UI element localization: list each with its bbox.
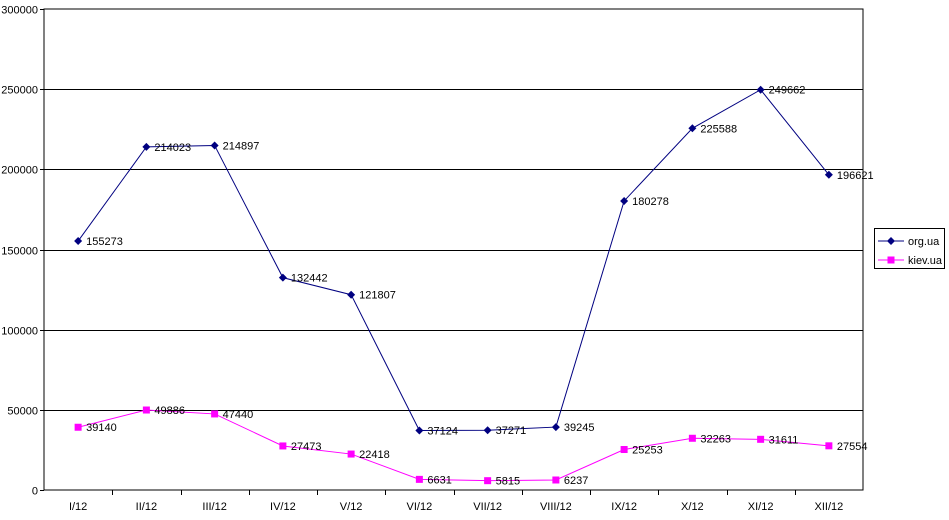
data-point [825,442,833,450]
y-tick-label: 200000 [1,165,38,177]
y-tick-label: 0 [32,486,38,498]
legend-marker [887,237,895,245]
data-label: 5815 [496,476,520,488]
data-label: 25253 [632,445,663,457]
data-label: 32263 [700,433,731,445]
x-tick-label: III/12 [202,501,226,513]
legend-label: kiev.ua [908,255,943,267]
x-tick-label: II/12 [136,501,157,513]
series-line-org.ua [77,89,830,431]
data-label: 22418 [359,449,390,461]
data-label: 214897 [223,140,260,152]
data-label: 196621 [837,170,874,182]
x-tick-label: XII/12 [815,501,844,513]
data-point [211,410,219,418]
data-point [483,426,492,435]
data-point [278,273,287,282]
data-point [74,423,82,431]
data-label: 27473 [291,441,322,453]
legend-marker [887,256,895,264]
series-group: 155273 214023 214897 132442 121807 37124 37271… [74,85,874,488]
y-tick-label: 250000 [1,85,38,97]
data-label: 31611 [769,434,799,446]
data-label: 249662 [769,85,806,97]
data-point [756,85,765,94]
data-label: 39140 [86,422,117,434]
x-tick-label: IV/12 [270,501,296,513]
data-point [415,475,423,483]
data-point [551,423,560,432]
data-point [757,435,765,443]
data-label: 47440 [223,409,254,421]
axes: 0 50000 100000 150000 200000 250000 300000 I/12… [1,5,864,513]
legend: org.ua kiev.ua [874,228,945,269]
data-label: 121807 [359,290,396,302]
x-tick-label: XI/12 [748,501,774,513]
data-point [688,124,697,133]
plot-area [43,8,864,491]
data-label: 214023 [154,142,191,154]
data-label: 37271 [496,425,527,437]
data-point [620,446,628,454]
y-tick-label: 150000 [1,246,38,258]
data-label: 6237 [564,475,588,487]
data-label: 27554 [837,441,868,453]
x-tick-label: V/12 [340,501,363,513]
legend-box [874,228,945,269]
data-label: 132442 [291,273,328,285]
data-point [552,476,560,484]
data-point [210,141,219,150]
data-point [347,450,355,458]
y-tick-label: 100000 [1,326,38,338]
data-label: 39245 [564,422,595,434]
data-point [279,442,287,450]
series-line-kiev.ua [78,409,829,482]
data-point [142,142,151,151]
data-label: 155273 [86,236,123,248]
legend-label: org.ua [908,236,940,248]
y-tick-label: 300000 [1,5,38,17]
data-point [824,170,833,179]
data-point [142,406,150,414]
data-point [415,426,424,435]
x-tick-label: IX/12 [611,501,637,513]
data-point [620,196,629,205]
x-tick-label: I/12 [69,501,87,513]
data-point [74,237,83,246]
x-tick-label: X/12 [681,501,704,513]
data-point [688,434,696,442]
gridlines [44,89,863,411]
data-point [347,290,356,299]
y-tick-label: 50000 [7,406,38,418]
data-label: 49886 [154,405,185,417]
x-tick-label: VI/12 [407,501,433,513]
data-point [484,477,492,485]
x-tick-label: VIII/12 [540,501,572,513]
data-label: 225588 [700,123,737,135]
x-tick-label: VII/12 [473,501,502,513]
data-label: 6631 [427,474,451,486]
data-label: 37124 [427,425,458,437]
data-label: 180278 [632,196,669,208]
